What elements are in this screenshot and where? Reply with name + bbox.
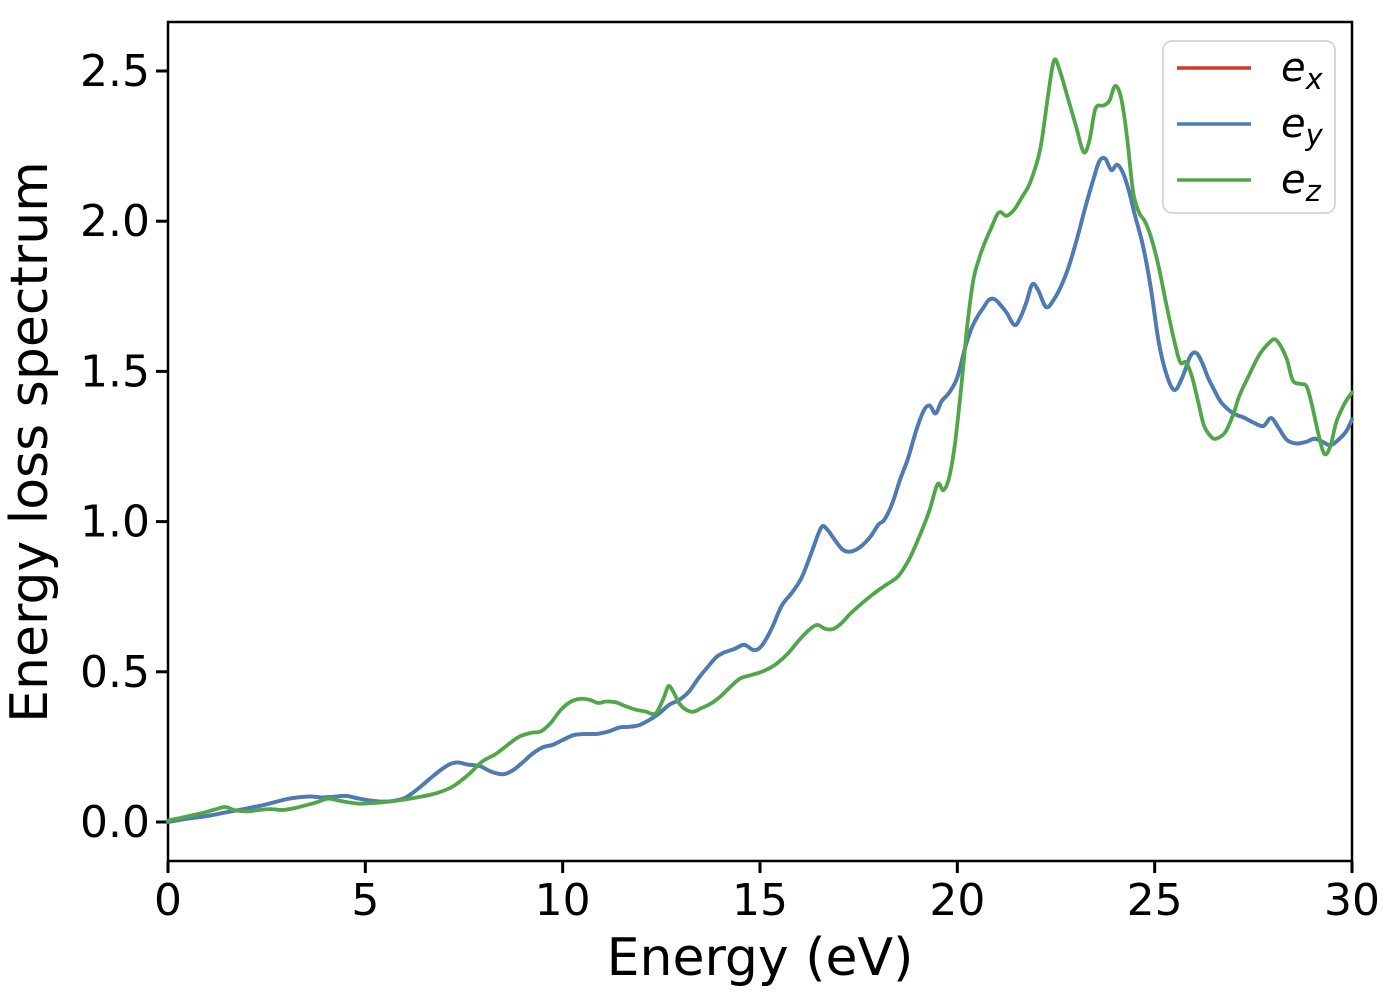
- legend: ex ey ez: [1162, 40, 1336, 214]
- x-tick-label: 10: [535, 875, 591, 926]
- y-tick-label: 1.0: [80, 497, 150, 548]
- y-tick-label: 0.5: [80, 647, 150, 698]
- y-tick-label: 1.5: [80, 346, 150, 397]
- y-axis-ticks: 0.0 0.5 1.0 1.5 2.0 2.5: [80, 46, 168, 848]
- legend-label-ey: ey: [1281, 101, 1324, 152]
- legend-label-ez: ez: [1281, 157, 1322, 208]
- series-e_x-line: [166, 156, 1354, 824]
- y-tick-label: 2.5: [80, 46, 150, 97]
- legend-item-ex: ex: [1177, 45, 1324, 96]
- legend-box: [1162, 40, 1336, 214]
- legend-item-ez: ez: [1177, 157, 1322, 208]
- series-e_y-line: [166, 156, 1354, 824]
- x-tick-label: 15: [732, 875, 788, 926]
- curves-group: [166, 57, 1354, 824]
- x-tick-label: 25: [1127, 875, 1183, 926]
- x-tick-label: 20: [929, 875, 985, 926]
- x-tick-label: 0: [154, 875, 182, 926]
- y-axis-label: Energy loss spectrum: [0, 161, 60, 723]
- y-tick-label: 2.0: [80, 196, 150, 247]
- x-tick-label: 5: [351, 875, 379, 926]
- x-axis-ticks: 0 5 10 15 20 25 30: [154, 861, 1380, 926]
- x-axis-label: Energy (eV): [607, 928, 914, 988]
- legend-item-ey: ey: [1177, 101, 1324, 152]
- y-tick-label: 0.0: [80, 797, 150, 848]
- series-e_z-line: [166, 57, 1354, 823]
- legend-label-ex: ex: [1281, 45, 1324, 96]
- x-tick-label: 30: [1324, 875, 1380, 926]
